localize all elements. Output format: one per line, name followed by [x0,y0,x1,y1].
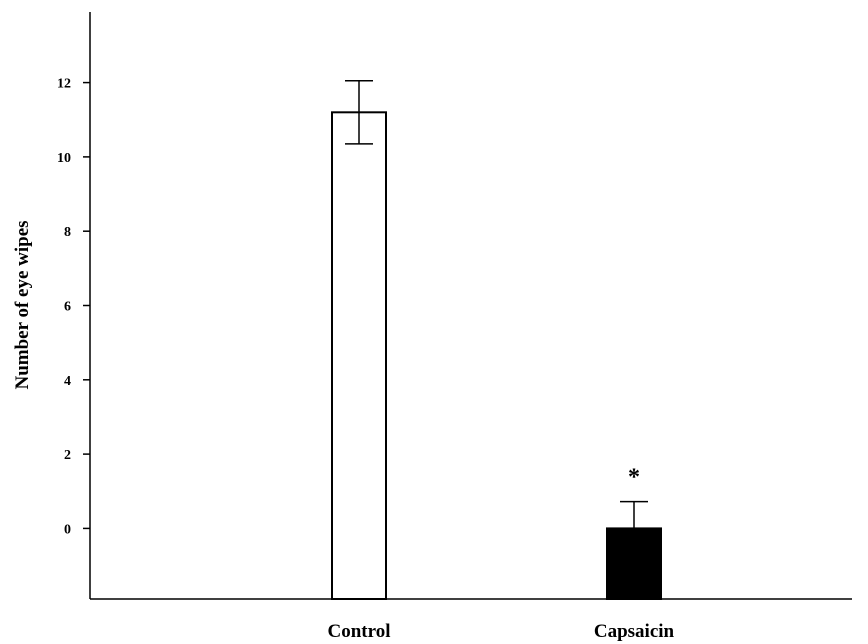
y-tick-label: 10 [57,151,71,166]
y-tick-label: 0 [64,522,71,537]
y-tick-label: 4 [64,374,71,389]
bars [331,111,662,601]
category-label-capsaicin: Capsaicin [594,621,675,642]
y-axis-label: Number of eye wipes [12,220,33,389]
bar-control [331,111,387,601]
category-labels: Control Capsaicin [328,621,675,642]
annotations: * [628,465,640,491]
category-label-control: Control [328,621,391,642]
significance-marker: * [628,465,640,491]
y-tick-label: 12 [57,77,71,92]
y-tick-label: 2 [64,448,71,463]
y-tick-label: 8 [64,225,71,240]
y-ticks: 0 2 4 6 8 10 12 [57,77,90,537]
bar-capsaicin [606,527,662,600]
y-tick-label: 6 [64,300,71,315]
error-bars [345,79,648,529]
